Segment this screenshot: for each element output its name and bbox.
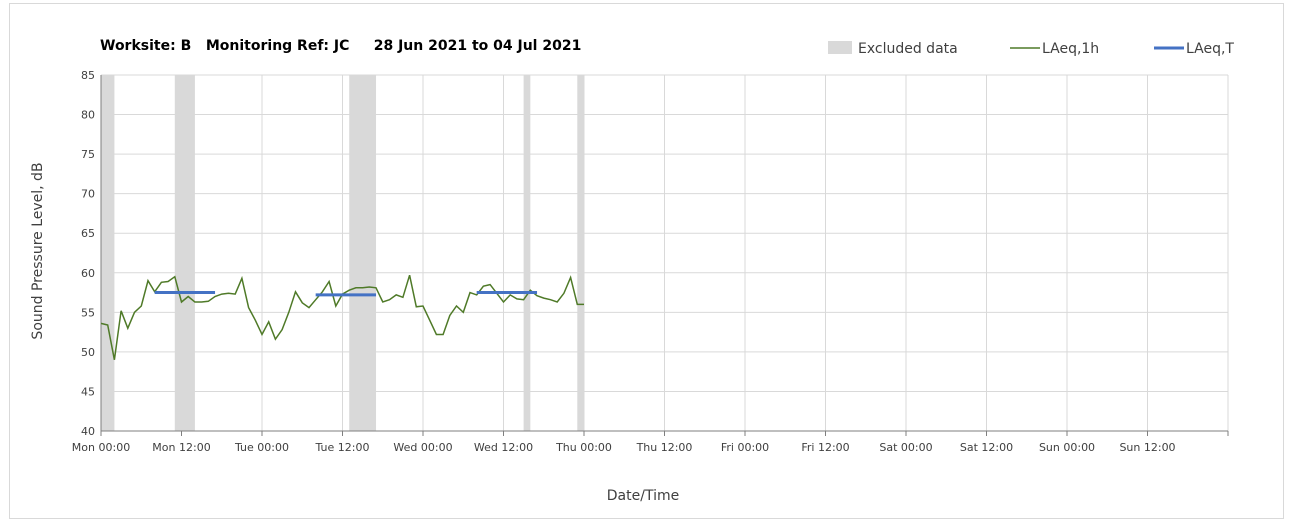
x-tick-label: Sun 12:00 [1119,441,1175,454]
legend: Excluded data LAeq,1h LAeq,T [828,41,1234,57]
x-tick-label: Wed 00:00 [393,441,452,454]
x-tick-label: Tue 12:00 [315,441,370,454]
x-tick-label: Sat 00:00 [879,441,932,454]
y-tick-label: 65 [81,227,95,240]
x-tick-label: Mon 12:00 [152,441,210,454]
y-tick-label: 60 [81,267,95,280]
y-tick-label: 50 [81,346,95,359]
x-tick-label: Sun 00:00 [1039,441,1095,454]
y-tick-label: 55 [81,306,95,319]
y-tick-label: 70 [81,188,95,201]
y-tick-label: 75 [81,148,95,161]
x-tick-label: Mon 00:00 [72,441,130,454]
series [100,274,584,360]
legend-label-laeq-t: LAeq,T [1186,41,1234,57]
excluded-band [349,75,377,431]
x-tick-label: Thu 12:00 [636,441,693,454]
x-tick-label: Wed 12:00 [474,441,533,454]
chart-frame [9,3,1284,519]
x-tick-label: Fri 00:00 [721,441,769,454]
legend-label-laeq-1h: LAeq,1h [1042,41,1099,57]
chart-title: Worksite: B Monitoring Ref: JC 28 Jun 20… [100,38,581,54]
axes: 40 45 50 55 60 65 70 75 80 85 Mon 00:00 Mon 12:00 Tu… [72,69,1229,454]
x-tick-label: Tue 00:00 [234,441,289,454]
y-tick-label: 85 [81,69,95,82]
legend-swatch-excluded [828,41,852,54]
excluded-band [174,75,195,431]
y-tick-label: 80 [81,109,95,122]
y-axis-title: Sound Pressure Level, dB [30,162,46,339]
excluded-band [101,75,115,431]
y-tick-label: 40 [81,425,95,438]
excluded-band [577,75,584,431]
y-tick-label: 45 [81,385,95,398]
x-tick-label: Sat 12:00 [960,441,1013,454]
x-tick-label: Thu 00:00 [555,441,612,454]
excluded-band [523,75,531,431]
x-axis-title: Date/Time [607,488,679,504]
legend-label-excluded: Excluded data [858,41,958,57]
x-tick-label: Fri 12:00 [801,441,849,454]
excluded-bands [101,75,584,431]
gridlines [101,74,1229,431]
